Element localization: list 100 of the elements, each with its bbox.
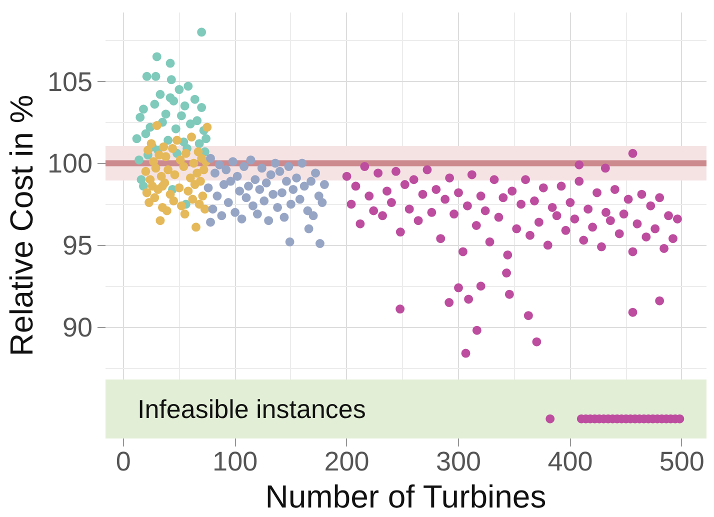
point: [262, 178, 271, 188]
point: [176, 155, 185, 164]
point: [197, 28, 206, 37]
point: [161, 110, 170, 119]
point: [176, 201, 186, 210]
point: [161, 152, 170, 162]
point: [300, 182, 309, 191]
point: [226, 176, 236, 186]
point: [176, 111, 186, 120]
point: [180, 210, 190, 219]
point: [158, 182, 167, 191]
point: [174, 85, 184, 94]
point: [282, 176, 291, 186]
point: [186, 119, 195, 128]
point: [275, 166, 284, 176]
point: [288, 184, 298, 194]
point: [232, 172, 242, 181]
point: [224, 198, 233, 208]
y-tick-label: 105: [47, 66, 93, 97]
point: [230, 208, 240, 217]
point: [144, 198, 154, 208]
point: [164, 165, 173, 174]
point: [151, 72, 160, 81]
point: [138, 182, 148, 191]
point: [212, 192, 222, 200]
point: [150, 100, 160, 109]
point: [286, 200, 296, 209]
point: [298, 158, 307, 168]
point: [132, 134, 142, 144]
point: [156, 90, 165, 99]
point: [292, 173, 302, 182]
point: [162, 206, 172, 216]
point: [142, 72, 152, 81]
point: [252, 210, 262, 219]
point: [266, 170, 276, 180]
point: [196, 176, 205, 186]
point: [184, 82, 193, 91]
y-tick-label: 100: [47, 148, 93, 179]
point: [304, 224, 314, 234]
point: [181, 148, 190, 158]
point: [166, 93, 175, 102]
point: [240, 162, 249, 172]
point: [318, 198, 327, 208]
point: [222, 165, 231, 174]
point: [192, 116, 202, 126]
point: [242, 193, 251, 202]
point: [156, 172, 166, 181]
point: [180, 101, 190, 110]
point: [235, 186, 244, 196]
x-axis-title: Number of Turbines: [265, 478, 546, 514]
point: [320, 180, 329, 190]
y-tick-label: 95: [62, 230, 93, 261]
point: [138, 104, 148, 114]
point: [187, 132, 196, 142]
point: [295, 194, 304, 204]
point: [142, 188, 152, 198]
point: [174, 183, 184, 192]
point: [186, 173, 195, 182]
point: [192, 168, 202, 178]
point: [189, 158, 198, 168]
band-label: Infeasible instances: [138, 394, 366, 424]
point: [188, 194, 198, 204]
point: [152, 52, 162, 62]
point: [244, 182, 253, 191]
point: [219, 180, 228, 190]
point: [198, 192, 208, 200]
point: [166, 75, 176, 84]
point: [152, 121, 162, 130]
y-tick-label: 90: [62, 312, 93, 343]
point: [264, 216, 274, 226]
point: [284, 162, 294, 172]
point: [199, 165, 208, 174]
point: [285, 237, 294, 246]
point: [184, 186, 193, 196]
point: [159, 142, 168, 152]
point: [166, 190, 175, 199]
point: [208, 204, 218, 214]
point: [134, 155, 144, 164]
point: [179, 162, 188, 172]
point: [146, 139, 156, 148]
point: [141, 166, 150, 176]
point: [303, 206, 312, 216]
point: [546, 414, 555, 424]
point: [217, 211, 226, 220]
point: [171, 124, 180, 134]
point: [206, 218, 216, 227]
point: [206, 154, 216, 163]
point: [156, 216, 165, 226]
point: [172, 136, 182, 145]
point: [151, 164, 160, 173]
x-tick-label: 400: [548, 446, 593, 476]
point: [143, 146, 152, 155]
point: [191, 222, 200, 232]
point: [166, 58, 175, 68]
point: [194, 147, 203, 156]
point: [150, 193, 160, 202]
x-tick-label: 200: [324, 446, 370, 476]
point: [248, 201, 258, 210]
point: [202, 134, 211, 144]
point: [257, 164, 266, 173]
